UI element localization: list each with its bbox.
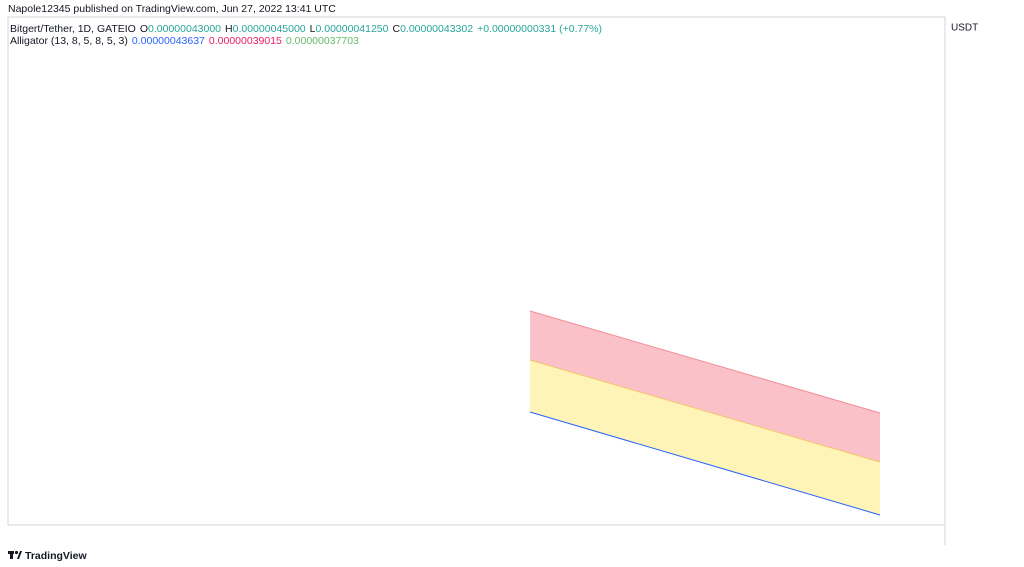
- legend-ohlc: Bitgert/Tether, 1D, GATEIO O0.00000043000…: [10, 23, 602, 35]
- channel-upper-fill: [530, 311, 880, 462]
- logo-part: [17, 551, 22, 559]
- channel-drawing: [529, 310, 881, 516]
- indicator-value: 0.00000039015: [209, 35, 282, 47]
- currency: USDT: [951, 23, 978, 34]
- indicator-value: 0.00000043637: [132, 35, 205, 47]
- indicator-value: 0.00000037703: [286, 35, 359, 47]
- channel-lower-fill: [530, 360, 880, 515]
- ohlc-key: H: [225, 23, 233, 35]
- indicator-name: Alligator (13, 8, 5, 8, 5, 3): [10, 35, 128, 47]
- legend-indicator: Alligator (13, 8, 5, 8, 5, 3) 0.000000436…: [10, 35, 359, 47]
- ohlc-value: 0.00000045000: [233, 23, 306, 35]
- ohlc-value: 0.00000041250: [315, 23, 388, 35]
- change: +0.00000000331 (+0.77%): [477, 23, 602, 35]
- channel-bottom-line: [529, 411, 881, 516]
- logo-part: [14, 550, 19, 555]
- channel-mid-line: [529, 359, 881, 463]
- brand: TradingView: [25, 550, 87, 562]
- channel-top-line: [529, 310, 881, 414]
- ohlc-value: 0.00000043302: [400, 23, 473, 35]
- ohlc-key: O: [140, 23, 148, 35]
- brand-logo: [8, 550, 22, 559]
- symbol: Bitgert/Tether, 1D, GATEIO: [10, 23, 136, 35]
- ohlc-value: 0.00000043000: [148, 23, 221, 35]
- publisher: Napole12345 published on TradingView.com…: [8, 3, 336, 15]
- logo-part: [10, 551, 13, 559]
- ohlc-key: L: [310, 23, 316, 35]
- ohlc-key: C: [392, 23, 400, 35]
